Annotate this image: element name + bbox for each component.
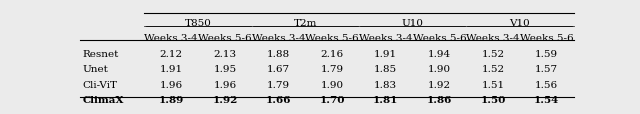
Text: 1.85: 1.85 (374, 65, 397, 74)
Text: Cli-ViT: Cli-ViT (83, 80, 118, 89)
Text: Resnet: Resnet (83, 49, 119, 58)
Text: 1.59: 1.59 (535, 49, 558, 58)
Text: 1.90: 1.90 (321, 80, 344, 89)
Text: 1.94: 1.94 (428, 49, 451, 58)
Text: U10: U10 (402, 19, 424, 28)
Text: 1.57: 1.57 (535, 65, 558, 74)
Text: 1.83: 1.83 (374, 80, 397, 89)
Text: 1.86: 1.86 (427, 96, 452, 104)
Text: ClimaX: ClimaX (83, 96, 124, 104)
Text: 1.70: 1.70 (319, 96, 345, 104)
Text: 1.92: 1.92 (212, 96, 237, 104)
Text: 2.12: 2.12 (160, 49, 183, 58)
Text: 2.16: 2.16 (321, 49, 344, 58)
Text: 1.51: 1.51 (481, 80, 504, 89)
Text: 1.89: 1.89 (159, 96, 184, 104)
Text: Unet: Unet (83, 65, 108, 74)
Text: Weeks 3-4: Weeks 3-4 (359, 33, 413, 42)
Text: 1.54: 1.54 (534, 96, 559, 104)
Text: 1.95: 1.95 (213, 65, 237, 74)
Text: Weeks 3-4: Weeks 3-4 (467, 33, 520, 42)
Text: 1.91: 1.91 (374, 49, 397, 58)
Text: 1.52: 1.52 (481, 65, 504, 74)
Text: T850: T850 (185, 19, 212, 28)
Text: 1.52: 1.52 (481, 49, 504, 58)
Text: V10: V10 (509, 19, 531, 28)
Text: Weeks 5-6: Weeks 5-6 (520, 33, 573, 42)
Text: 1.66: 1.66 (266, 96, 291, 104)
Text: 2.13: 2.13 (213, 49, 237, 58)
Text: 1.81: 1.81 (373, 96, 399, 104)
Text: T2m: T2m (294, 19, 317, 28)
Text: 1.79: 1.79 (267, 80, 290, 89)
Text: Weeks 3-4: Weeks 3-4 (252, 33, 305, 42)
Text: Weeks 5-6: Weeks 5-6 (198, 33, 252, 42)
Text: 1.96: 1.96 (213, 80, 237, 89)
Text: 1.96: 1.96 (160, 80, 183, 89)
Text: 1.79: 1.79 (321, 65, 344, 74)
Text: 1.56: 1.56 (535, 80, 558, 89)
Text: 1.90: 1.90 (428, 65, 451, 74)
Text: 1.67: 1.67 (267, 65, 290, 74)
Text: Weeks 3-4: Weeks 3-4 (145, 33, 198, 42)
Text: 1.91: 1.91 (160, 65, 183, 74)
Text: Weeks 5-6: Weeks 5-6 (305, 33, 359, 42)
Text: 1.92: 1.92 (428, 80, 451, 89)
Text: 1.88: 1.88 (267, 49, 290, 58)
Text: Weeks 5-6: Weeks 5-6 (413, 33, 467, 42)
Text: 1.50: 1.50 (481, 96, 506, 104)
